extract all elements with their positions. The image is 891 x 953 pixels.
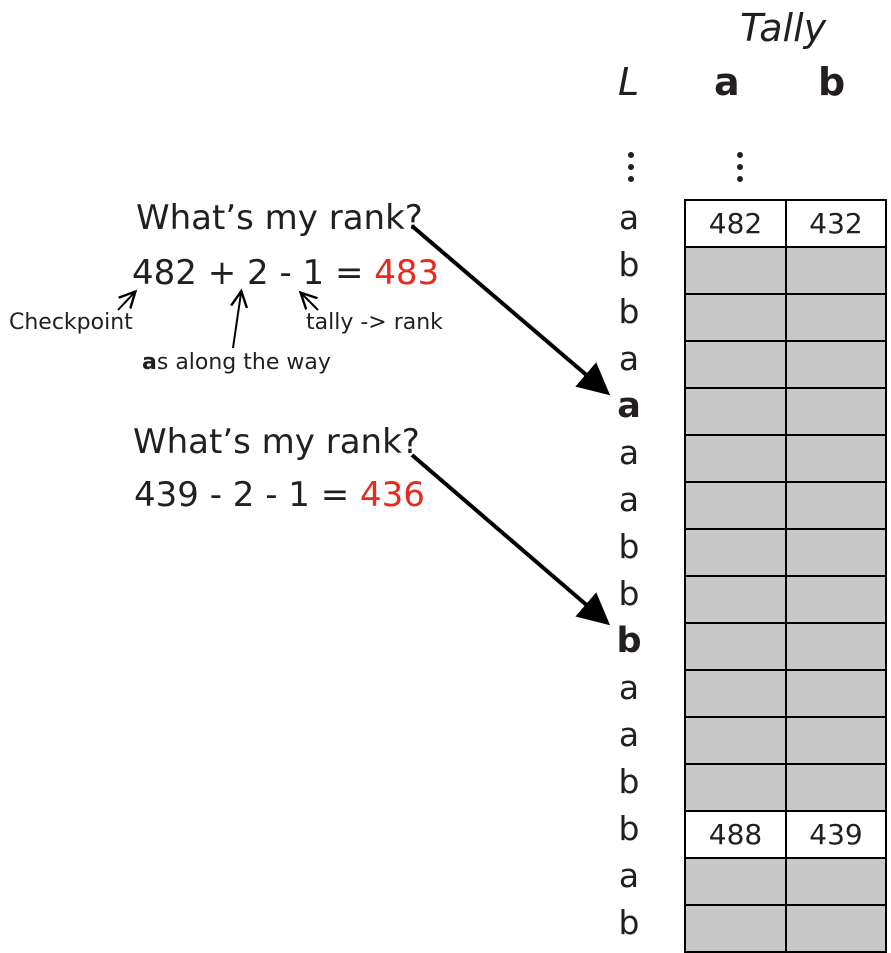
tally-title: Tally	[740, 6, 827, 50]
tally-cell-b	[785, 528, 887, 577]
L-char: b	[618, 903, 640, 942]
L-char: a	[617, 386, 641, 426]
tally-cell-b	[785, 481, 887, 530]
checkpoint-annotation: Checkpoint	[9, 310, 133, 335]
ellipsis-L-icon	[628, 152, 634, 188]
equation-2-terms: 439 - 2 - 1 =	[134, 475, 361, 515]
rank-question-1: What’s my rank?	[136, 198, 423, 238]
tally-cell-b	[785, 575, 887, 624]
arrow-to-bold-b	[410, 453, 611, 626]
as-bold-a: a	[142, 350, 157, 375]
tally-cell-a	[684, 387, 787, 436]
tally-checkpoint-cell-a: 482	[684, 199, 787, 248]
L-char: b	[618, 292, 640, 331]
L-char: b	[618, 527, 640, 566]
tally-cell-b	[785, 763, 887, 812]
L-char: a	[618, 668, 640, 707]
column-header-L: L	[618, 60, 640, 104]
as-along-the-way-annotation: as along the way	[142, 350, 331, 375]
tally-cell-b	[785, 387, 887, 436]
L-char: a	[618, 715, 640, 754]
as-rest: s along the way	[156, 350, 331, 375]
arrow-to-bold-a	[410, 224, 611, 396]
tally-cell-a	[684, 340, 787, 389]
tally-cell-b	[785, 246, 887, 295]
tally-cell-b	[785, 716, 887, 765]
ellipsis-tally-icon	[737, 152, 743, 188]
L-char: a	[618, 339, 640, 378]
L-char: b	[618, 809, 640, 848]
column-header-a: a	[714, 60, 740, 104]
L-char: b	[618, 245, 640, 284]
rank-question-2: What’s my rank?	[133, 422, 420, 462]
L-char: b	[618, 762, 640, 801]
rank-equation-2: 439 - 2 - 1 = 436	[134, 475, 425, 515]
equation-2-result: 436	[360, 475, 425, 515]
arrow-checkpoint	[117, 293, 134, 311]
tally-checkpoint-cell-b: 432	[785, 199, 887, 248]
tally-rank-annotation: tally -> rank	[306, 310, 443, 335]
equation-1-result: 483	[374, 253, 440, 293]
L-char: b	[618, 574, 640, 613]
arrow-as-along	[233, 293, 241, 349]
L-char: a	[618, 856, 640, 895]
equation-1-terms: 482 + 2 - 1 =	[132, 253, 375, 293]
L-char: a	[618, 198, 640, 237]
rank-equation-1: 482 + 2 - 1 = 483	[132, 253, 439, 293]
L-char: a	[618, 480, 640, 519]
arrow-tally-rank	[302, 294, 319, 311]
tally-cell-a	[684, 293, 787, 342]
column-header-b: b	[818, 60, 846, 104]
tally-cell-a	[684, 481, 787, 530]
tally-cell-b	[785, 669, 887, 718]
tally-checkpoint-cell-b: 439	[785, 810, 887, 859]
L-char: a	[618, 433, 640, 472]
L-char: b	[616, 621, 642, 661]
